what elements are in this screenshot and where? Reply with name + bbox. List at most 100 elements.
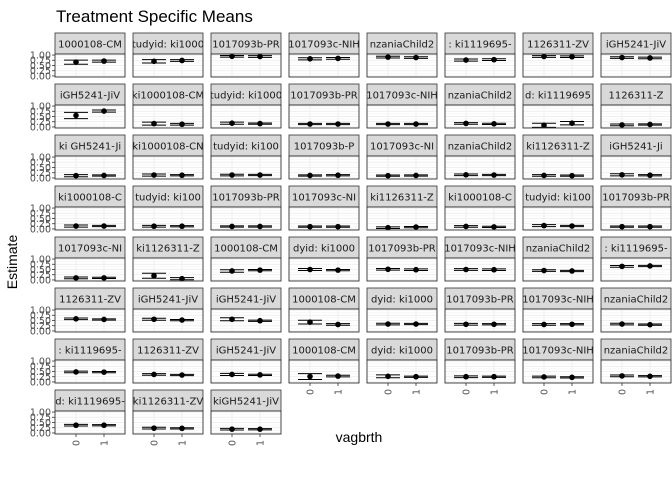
- strip-label: 1126311-ZV: [137, 346, 199, 357]
- estimate-point: [101, 369, 107, 375]
- facet-panel: : ki1119695-: [600, 236, 672, 282]
- panel-border: [210, 359, 282, 384]
- strip-label: tudyid: ki100: [525, 193, 591, 204]
- y-tick-label: 0.25: [30, 66, 51, 77]
- facet-panel: : ki1119695-: [444, 32, 516, 78]
- estimate-point: [619, 122, 625, 128]
- estimate-point: [257, 120, 263, 127]
- estimate-point: [73, 275, 79, 281]
- strip-label: 1017093c-NIH: [288, 40, 360, 51]
- estimate-point: [463, 373, 469, 380]
- y-tick-label: 0.50: [30, 61, 51, 72]
- estimate-point: [569, 53, 575, 60]
- facet-panel: nzaniaChild2: [444, 134, 516, 180]
- estimate-point: [619, 321, 625, 327]
- y-tick-label: 1.00: [30, 203, 51, 214]
- estimate-point: [413, 373, 419, 380]
- facet-panel: ki1000108-C 0.000.250.500.751.00: [30, 185, 126, 235]
- x-tick-label: 0: [618, 389, 629, 395]
- panel-border: [366, 104, 438, 129]
- estimate-point: [647, 55, 653, 61]
- facet-panel: ki1126311-Z: [522, 134, 594, 180]
- y-tick-label: 0.25: [30, 372, 51, 383]
- strip-label: 1017093c-NI: [370, 142, 434, 153]
- panel-border: [444, 155, 516, 180]
- strip-label: nzaniaChild2: [370, 40, 435, 51]
- panel-border: [366, 359, 438, 384]
- strip-label: ki1000108-C: [58, 193, 122, 204]
- y-tick-label: 0.75: [30, 260, 51, 271]
- panel-border: [210, 257, 282, 282]
- panel-border: [132, 308, 204, 333]
- estimate-point: [229, 53, 235, 60]
- strip-label: iGH5241-JiV: [216, 295, 276, 306]
- y-tick-label: 0.00: [30, 122, 51, 133]
- strip-label: 1017093c-NIH: [522, 346, 594, 357]
- strip-label: tudyid: ki1000: [210, 91, 282, 102]
- panel-border: [366, 308, 438, 333]
- estimate-point: [647, 321, 653, 328]
- estimate-point: [229, 426, 235, 432]
- strip-label: 1017093c-NI: [58, 244, 122, 255]
- estimate-point: [307, 172, 313, 179]
- estimate-point: [229, 120, 235, 126]
- facet-panel: 1000108-CM 0 1: [288, 338, 360, 395]
- estimate-point: [385, 224, 391, 231]
- estimate-point: [179, 57, 185, 64]
- panel-border: [522, 104, 594, 129]
- panel-border: [288, 104, 360, 129]
- estimate-point: [619, 54, 625, 61]
- estimate-point: [619, 373, 625, 379]
- y-tick-label: 0.75: [30, 158, 51, 169]
- facet-panel: iGH5241-JiV: [210, 287, 282, 333]
- panel-border: [210, 53, 282, 78]
- facet-panel: iGH5241-JiV: [132, 287, 204, 333]
- strip-label: 1000108-CM: [214, 244, 278, 255]
- estimate-point: [101, 316, 107, 323]
- y-axis-label: Estimate: [4, 235, 20, 290]
- y-tick-label: 0.50: [30, 163, 51, 174]
- panel-border: [522, 206, 594, 231]
- strip-label: ki1126311-Z: [136, 244, 200, 255]
- strip-label: 1017093b-PR: [212, 40, 280, 51]
- estimate-point: [463, 223, 469, 230]
- panel-border: [600, 359, 672, 384]
- estimate-point: [541, 53, 547, 60]
- facet-panel: 1017093c-NIH: [288, 32, 360, 78]
- estimate-point: [385, 321, 391, 327]
- estimate-point: [151, 58, 157, 65]
- panel-border: [522, 359, 594, 384]
- facet-panel: 1017093c-NI: [366, 134, 438, 180]
- estimate-point: [101, 422, 107, 429]
- estimate-point: [335, 172, 341, 179]
- facet-panel: 1126311-ZV: [132, 338, 204, 384]
- facet-panel: 1017093c-NIH: [366, 83, 438, 129]
- estimate-point: [257, 53, 263, 60]
- strip-label: 1000108-CM: [292, 295, 356, 306]
- strip-label: nzaniaChild2: [526, 244, 591, 255]
- facet-panel: iGH5241-Ji: [600, 134, 672, 180]
- panel-border: [288, 155, 360, 180]
- strip-label: ki1126311-Z: [370, 193, 434, 204]
- estimate-point: [619, 223, 625, 230]
- estimate-point: [619, 172, 625, 178]
- x-tick-label: 0: [462, 389, 473, 395]
- facet-panel: dyid: ki1000: [366, 287, 438, 333]
- estimate-point: [151, 272, 157, 279]
- strip-label: iGH5241-JiV: [60, 91, 120, 102]
- facet-panel: ki GH5241-Ji 0.000.250.500.751.00: [30, 134, 126, 184]
- estimate-point: [569, 268, 575, 274]
- estimate-point: [151, 425, 157, 431]
- y-tick-label: 0.75: [30, 362, 51, 373]
- y-tick-label: 0.00: [30, 275, 51, 286]
- estimate-point: [179, 121, 185, 128]
- strip-label: 1126311-Z: [609, 91, 664, 102]
- estimate-point: [179, 425, 185, 432]
- strip-label: 1017093b-P: [294, 142, 355, 153]
- panel-border: [210, 308, 282, 333]
- facet-panel: d: ki1119695- 0.000.250.500.751.00 0 1: [30, 389, 126, 446]
- y-tick-label: 0.25: [30, 321, 51, 332]
- panel-border: [600, 104, 672, 129]
- estimate-point: [335, 55, 341, 62]
- estimate-point: [307, 266, 313, 273]
